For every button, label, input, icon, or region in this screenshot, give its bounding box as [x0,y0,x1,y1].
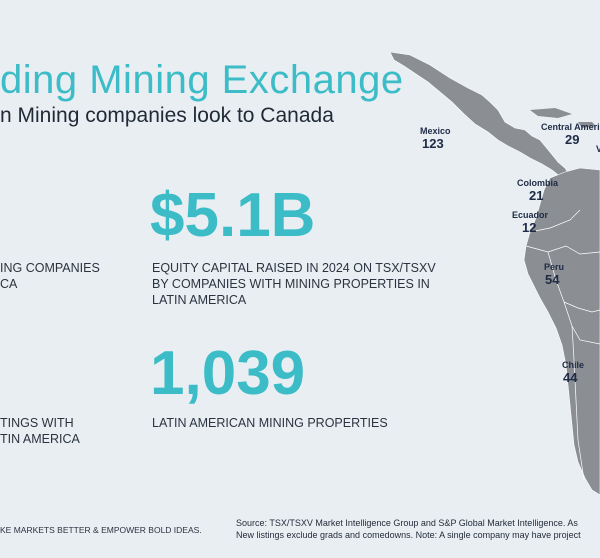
mining-properties-value: 1,039 [150,339,306,408]
map-value-colombia: 21 [529,188,544,203]
page-title: ding Mining Exchange [0,58,404,102]
map-value-ecuador: 12 [522,220,537,235]
map-value-chile: 44 [563,370,578,385]
map-caribbean-2 [578,122,596,128]
map-label-venezuela-fragment: V [596,144,600,154]
page-subtitle: n Mining companies look to Canada [0,104,334,127]
latin-america-map [389,51,600,495]
map-label-chile: Chile [562,360,585,370]
map-value-central-america: 29 [565,132,580,147]
mining-properties-text: LATIN AMERICAN MINING PROPERTIES [152,416,388,430]
map-south-america [523,167,600,495]
map-value-peru: 54 [545,272,560,287]
listed-companies-text: ING COMPANIES CA [0,261,100,291]
map-label-peru: Peru [544,262,565,272]
equity-capital-value: $5.1B [150,181,316,250]
map-label-mexico: Mexico [420,126,451,136]
footer-tagline: KE MARKETS BETTER & EMPOWER BOLD IDEAS. [0,525,202,535]
map-label-central-america: Central America [541,122,600,132]
map-label-colombia: Colombia [517,178,559,188]
map-label-ecuador: Ecuador [512,210,549,220]
map-caribbean [530,108,572,118]
equity-capital-text: EQUITY CAPITAL RAISED IN 2024 ON TSX/TSX… [152,261,436,307]
footer-source: Source: TSX/TSXV Market Intelligence Gro… [236,518,581,540]
new-listings-text: TINGS WITH TIN AMERICA [0,416,80,446]
map-value-mexico: 123 [422,136,444,151]
